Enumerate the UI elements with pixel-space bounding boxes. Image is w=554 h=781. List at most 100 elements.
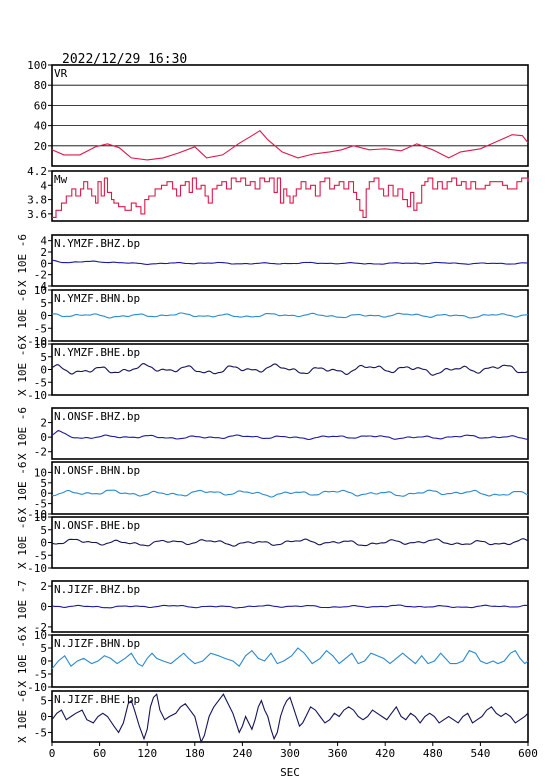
x-tick-label: 420 xyxy=(375,747,395,760)
y-unit-label: X 10E -6 xyxy=(16,516,29,569)
y-tick-label: 0 xyxy=(40,711,47,724)
panel-onsf_bhz: -2 02 X 10E -6 N.ONSF.BHZ.bp xyxy=(16,407,529,460)
y-tick-label: 10 xyxy=(34,629,47,642)
y-tick-label: -5 xyxy=(34,549,47,562)
y-tick-label: 60 xyxy=(34,99,47,112)
y-tick-label: 4 xyxy=(40,235,47,248)
y-tick-label: 4.2 xyxy=(27,165,47,178)
series-line-vr xyxy=(51,129,529,161)
y-tick-label: 3.8 xyxy=(27,194,47,207)
y-tick-label: -10 xyxy=(27,508,47,521)
series-line-onsf_bhn xyxy=(51,489,529,498)
x-tick-label: 300 xyxy=(280,747,300,760)
panel-jizf_bhz: -2 0 2 X 10E -7 N.JIZF.BHZ.bp xyxy=(16,580,529,634)
y-tick-label: 5 xyxy=(40,642,47,655)
y-unit-label: X 10E -6 xyxy=(16,407,29,460)
panel-label: N.JIZF.BHZ.bp xyxy=(54,583,140,596)
y-tick-label: 10 xyxy=(34,338,47,351)
y-tick-label: 20 xyxy=(34,140,47,153)
y-tick-label: 2 xyxy=(40,417,47,430)
y-tick-label: 40 xyxy=(34,120,47,133)
y-tick-label: 80 xyxy=(34,79,47,92)
panel-label: N.JIZF.BHE.bp xyxy=(54,693,140,706)
x-tick-label: 180 xyxy=(185,747,205,760)
series-line-ymzf_bhn xyxy=(51,312,529,319)
y-tick-label: -2 xyxy=(34,269,47,282)
panel-label: N.ONSF.BHZ.bp xyxy=(54,410,140,423)
y-tick-label: 0 xyxy=(40,364,47,377)
y-tick-label: -10 xyxy=(27,681,47,694)
y-tick-label: 5 xyxy=(40,477,47,490)
y-tick-label: 0 xyxy=(40,487,47,500)
y-tick-label: 0 xyxy=(40,537,47,550)
y-tick-label: -5 xyxy=(34,322,47,335)
panel-frame xyxy=(51,634,529,688)
y-tick-label: 0 xyxy=(40,601,47,614)
x-tick-label: 240 xyxy=(232,747,252,760)
y-tick-label: 100 xyxy=(27,59,47,72)
panel-frame xyxy=(51,64,529,167)
figure-datetime: 2022/12/29 16:30 xyxy=(62,52,187,67)
y-unit-label: X 10E -6 xyxy=(16,635,29,688)
panel-frame xyxy=(51,234,529,287)
y-tick-label: 10 xyxy=(34,284,47,297)
x-tick-label: 600 xyxy=(518,747,538,760)
series-line-onsf_bhe xyxy=(51,538,529,547)
y-tick-label: -4 xyxy=(34,280,48,293)
panel-label: VR xyxy=(54,67,68,80)
series-line-mw xyxy=(52,177,529,218)
y-tick-label: -5 xyxy=(34,668,47,681)
y-tick-label: 2 xyxy=(40,580,47,593)
y-unit-label: X 10E -7 xyxy=(16,580,29,633)
y-tick-label: 5 xyxy=(40,695,47,708)
x-axis: 0 60 120 180 240 300 360 420 480 540 600 xyxy=(49,742,538,760)
y-tick-label: -10 xyxy=(27,335,47,348)
series-line-jizf_bhn xyxy=(51,647,529,670)
y-tick-label: 4 xyxy=(40,179,47,192)
series-line-ymzf_bhe xyxy=(51,363,529,376)
y-tick-label: -10 xyxy=(27,389,47,402)
y-unit-label: X 10E -6 xyxy=(16,289,29,342)
x-tick-label: 360 xyxy=(328,747,348,760)
y-tick-label: 5 xyxy=(40,351,47,364)
panel-label: N.YMZF.BHE.bp xyxy=(54,346,140,359)
y-unit-label: X 10E -6 xyxy=(16,343,29,396)
y-tick-label: 5 xyxy=(40,297,47,310)
y-tick-label: -2 xyxy=(34,446,47,459)
panel-label: N.JIZF.BHN.bp xyxy=(54,637,140,650)
panel-label: N.YMZF.BHN.bp xyxy=(54,292,140,305)
y-tick-label: -2 xyxy=(34,621,47,634)
panel-label: N.ONSF.BHN.bp xyxy=(54,464,140,477)
y-unit-label: X 10E -6 xyxy=(16,234,29,287)
y-tick-label: 3.6 xyxy=(27,208,47,221)
y-tick-label: 2 xyxy=(40,246,47,259)
x-tick-label: 60 xyxy=(93,747,106,760)
panel-label: Mw xyxy=(54,173,68,186)
x-tick-label: 0 xyxy=(49,747,56,760)
y-tick-label: -5 xyxy=(34,498,47,511)
series-line-onsf_bhz xyxy=(51,429,529,441)
panel-frame xyxy=(51,516,529,569)
y-tick-label: 0 xyxy=(40,655,47,668)
panel-vr: 20 40 60 80 100 VR xyxy=(27,59,529,167)
series-line-ymzf_bhz xyxy=(51,259,528,265)
panel-mw: 3.63.8 44.2 Mw xyxy=(27,165,529,222)
y-tick-label: 0 xyxy=(40,310,47,323)
y-tick-label: 0 xyxy=(40,431,47,444)
panel-frame xyxy=(51,407,529,460)
x-axis-label: SEC xyxy=(280,766,300,779)
x-tick-label: 540 xyxy=(470,747,490,760)
series-line-jizf_bhz xyxy=(51,604,529,609)
x-tick-label: 120 xyxy=(137,747,157,760)
y-unit-label: X 10E -6 xyxy=(16,690,29,743)
panel-jizf_bhe: -5 0 5 X 10E -6 N.JIZF.BHE.bp xyxy=(16,690,529,744)
y-unit-label: X 10E -6 xyxy=(16,462,29,515)
x-tick-label: 480 xyxy=(423,747,443,760)
